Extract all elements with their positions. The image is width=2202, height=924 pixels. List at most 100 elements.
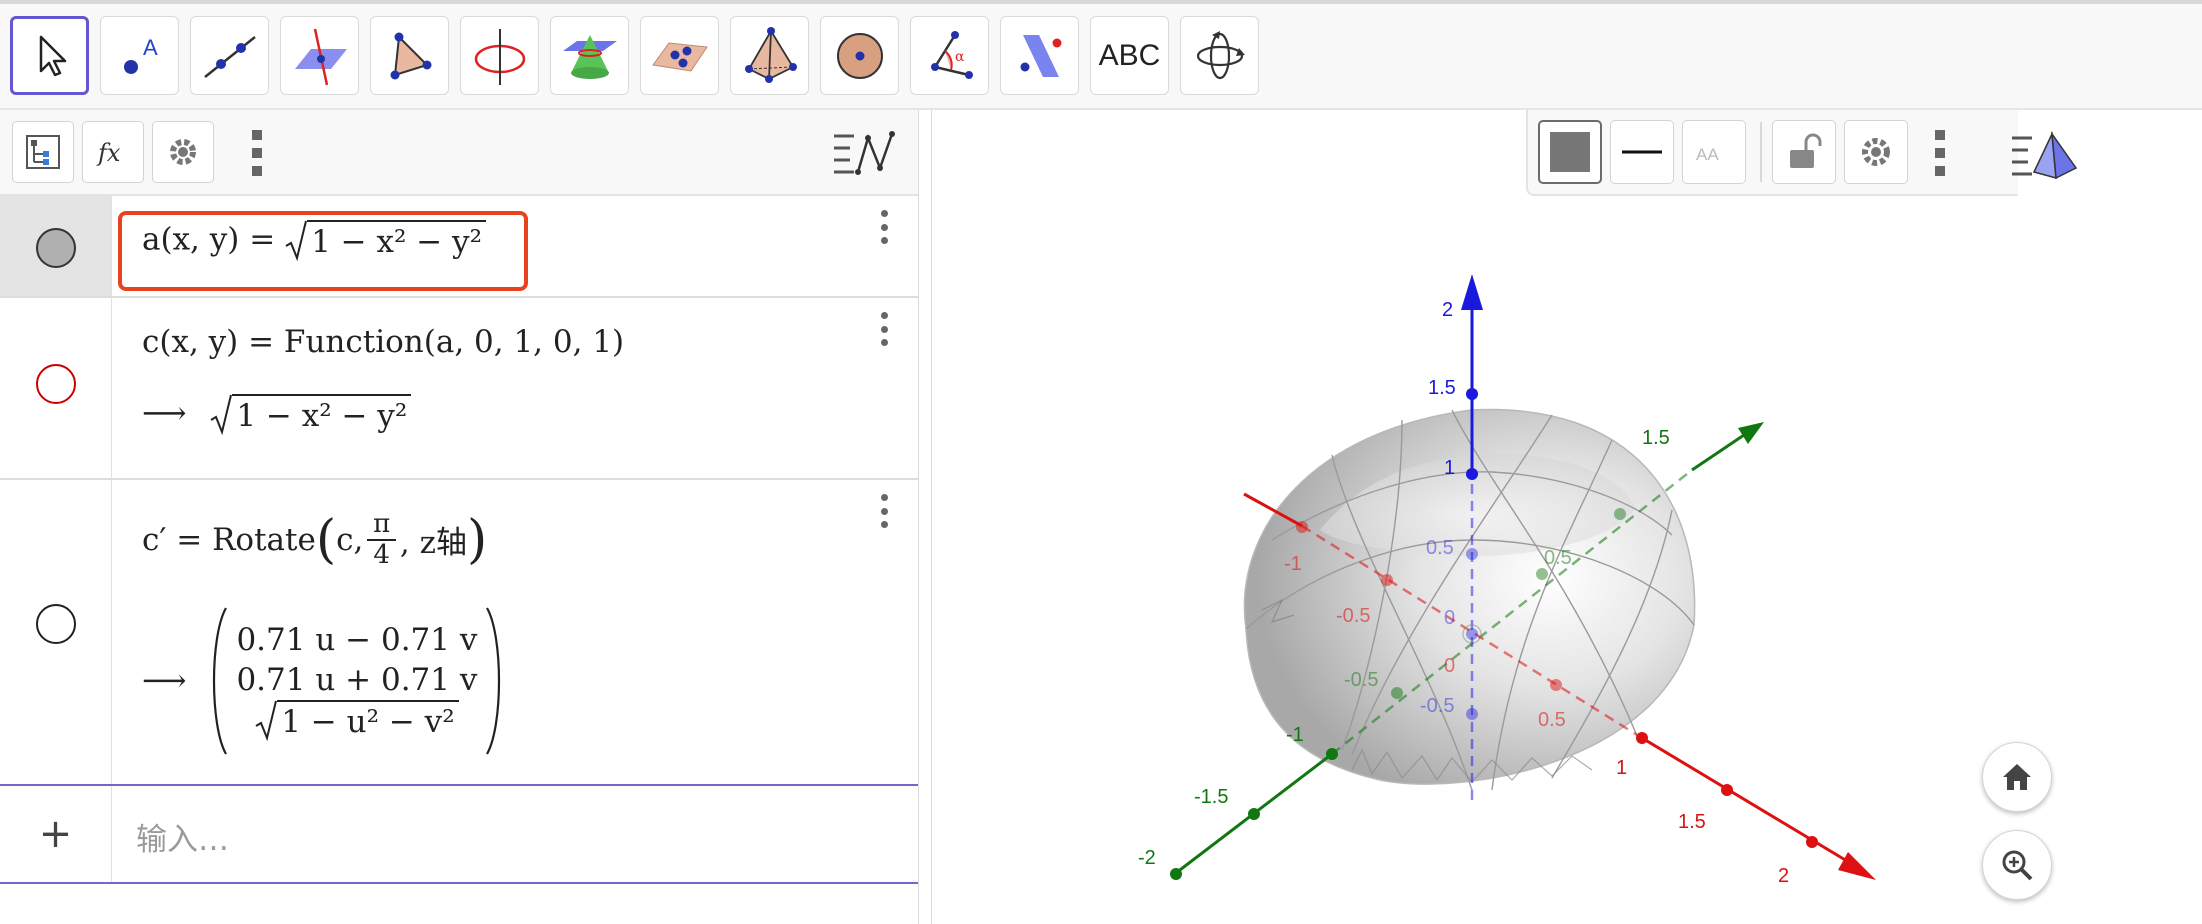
- z-axis-labels: 2 1.5 1 0.5 0 -0.5: [1420, 299, 1456, 717]
- sqrt-c: 1 − x² − y²: [210, 394, 412, 436]
- 3d-style-bar: AA: [1526, 110, 2018, 196]
- fraction-pi-over-4: π 4: [367, 510, 396, 569]
- radicand-c-prime: 1 − u² − v²: [277, 700, 459, 742]
- polygon-tool-button[interactable]: [370, 16, 449, 95]
- svg-text:A: A: [143, 35, 158, 60]
- view-menu-kebab[interactable]: [1935, 130, 1945, 176]
- z-label-2: 2: [1442, 299, 1453, 321]
- circle-around-axis-icon: [474, 28, 525, 85]
- text-tool-label: ABC: [1098, 38, 1161, 72]
- algebra-row-c[interactable]: c(x, y) = Function(a, 0, 1, 0, 1) ⟶ 1 − …: [0, 298, 918, 480]
- reflect-about-plane-tool-button[interactable]: [1000, 16, 1079, 95]
- x-label-1-5: 1.5: [1678, 811, 1706, 833]
- row-c-menu-kebab[interactable]: [880, 312, 888, 346]
- algebra-menu-kebab[interactable]: [252, 130, 262, 176]
- line-icon: [203, 35, 256, 78]
- y-label-minus-0-5: -0.5: [1344, 669, 1378, 691]
- home-icon: [2003, 764, 2031, 790]
- y-label-minus-1-5: -1.5: [1194, 786, 1228, 808]
- graphics-3d-view[interactable]: AA: [932, 110, 2202, 924]
- algebra-row-c-prime[interactable]: c′ = Rotate ( c, π 4 , z轴 ) ⟶ 0.71 u − 0…: [0, 480, 918, 784]
- visibility-toggle-c[interactable]: [36, 364, 76, 404]
- value-c: ⟶ 1 − x² − y²: [142, 394, 412, 436]
- x-label-minus-1: -1: [1284, 553, 1302, 575]
- row-a-menu-kebab[interactable]: [880, 210, 888, 244]
- matrix-row-1: 0.71 u − 0.71 v: [236, 622, 478, 658]
- z-axis[interactable]: [1461, 274, 1483, 800]
- toggle-3d-style-bar-icon[interactable]: [2010, 130, 2078, 180]
- svg-text:AA: AA: [1696, 145, 1719, 164]
- sphere-tool-button[interactable]: [820, 16, 899, 95]
- radicand-c: 1 − x² − y²: [232, 394, 412, 436]
- angle-icon: α: [930, 30, 973, 79]
- y-axis-labels: 1.5 0.5 -0.5 -1 -1.5 -2: [1138, 427, 1670, 869]
- perpendicular-line-tool-button[interactable]: [280, 16, 359, 95]
- radical-sign-icon: [255, 700, 278, 742]
- y-label-0-5: 0.5: [1544, 547, 1572, 569]
- view-splitter[interactable]: [918, 110, 932, 924]
- matrix-row-2: 0.71 u + 0.71 v: [236, 662, 478, 698]
- reflect-plane-icon: [1020, 34, 1061, 77]
- visibility-marker-c[interactable]: [0, 298, 112, 478]
- y-label-1-5: 1.5: [1642, 427, 1670, 449]
- cursor-arrow-icon: [39, 35, 66, 76]
- algebra-input-placeholder[interactable]: 输入…: [136, 822, 229, 858]
- z-label-0: 0: [1444, 607, 1455, 629]
- algebra-fx-button[interactable]: fx: [82, 121, 144, 183]
- z-label-1-5: 1.5: [1428, 377, 1456, 399]
- x-label-minus-0-5: -0.5: [1336, 605, 1370, 627]
- y-axis[interactable]: [1170, 422, 1764, 880]
- algebra-description-button[interactable]: [12, 121, 74, 183]
- line-style-button[interactable]: [1610, 120, 1674, 184]
- zoom-in-button[interactable]: [1982, 830, 2052, 900]
- pyramid-tool-button[interactable]: [730, 16, 809, 95]
- svg-text:fx: fx: [96, 139, 121, 167]
- value-arrow-c: ⟶: [142, 395, 187, 432]
- gear-icon: [170, 139, 196, 165]
- standard-view-button[interactable]: [1982, 742, 2052, 812]
- intersect-surfaces-tool-button[interactable]: [550, 16, 629, 95]
- circle-axis-tool-button[interactable]: [460, 16, 539, 95]
- z-label-0-5: 0.5: [1426, 537, 1454, 559]
- unlock-icon: [1790, 133, 1822, 168]
- line-style-icon: [1622, 150, 1662, 154]
- definition-a-lhs: a(x, y) =: [142, 221, 276, 258]
- visibility-marker-a[interactable]: [0, 196, 112, 296]
- row-c-prime-menu-kebab[interactable]: [880, 494, 888, 528]
- line-tool-button[interactable]: [190, 16, 269, 95]
- hemisphere-surface[interactable]: [1243, 408, 1696, 791]
- algebra-settings-button[interactable]: [152, 121, 214, 183]
- color-button[interactable]: [1538, 120, 1602, 184]
- algebra-input-row[interactable]: + 输入…: [0, 784, 918, 884]
- text-tool-button[interactable]: ABC: [1090, 16, 1169, 95]
- rotate-view-tool-button[interactable]: [1180, 16, 1259, 95]
- visibility-marker-c-prime[interactable]: [0, 480, 112, 784]
- x-axis[interactable]: [1243, 492, 1876, 880]
- algebra-header: fx: [0, 110, 918, 196]
- point-tool-button[interactable]: A: [100, 16, 179, 95]
- color-swatch-icon: [1550, 132, 1590, 172]
- algebra-row-a[interactable]: a(x, y) = 1 − x² − y²: [0, 196, 918, 298]
- toggle-style-bar-icon[interactable]: [832, 128, 896, 178]
- visibility-toggle-c-prime[interactable]: [36, 604, 76, 644]
- lock-button[interactable]: [1772, 120, 1836, 184]
- x-label-1: 1: [1616, 757, 1627, 779]
- selected-input-highlight[interactable]: [118, 211, 528, 291]
- fraction-numerator: π: [373, 509, 391, 539]
- definition-c: c(x, y) = Function(a, 0, 1, 0, 1): [142, 324, 625, 360]
- view-settings-button[interactable]: [1844, 120, 1908, 184]
- label-style-button[interactable]: AA: [1682, 120, 1746, 184]
- visibility-toggle-a[interactable]: [36, 228, 76, 268]
- gear-icon: [1862, 138, 1890, 166]
- angle-tool-button[interactable]: α: [910, 16, 989, 95]
- move-tool-button[interactable]: [10, 16, 89, 95]
- algebra-view: fx a(x, y) = 1 − x² − y²: [0, 110, 918, 924]
- 3d-scene[interactable]: 2 1.5 1 0.5 0 -0.5 1.5 0.5 -0.5 -1 -1.5 …: [932, 110, 2202, 924]
- pyramid-icon: [744, 26, 797, 83]
- add-item-plus-icon[interactable]: +: [0, 786, 112, 882]
- sqrt-a: 1 − x² − y²: [285, 220, 487, 262]
- plane-through-points-tool-button[interactable]: [640, 16, 719, 95]
- rotate-arg-axis: , z轴: [399, 525, 467, 562]
- point-icon: A: [123, 35, 158, 74]
- matrix-bracket-right: [486, 607, 501, 755]
